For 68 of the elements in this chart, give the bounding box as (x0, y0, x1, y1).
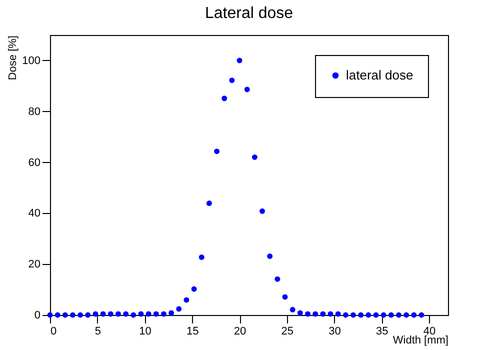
y-tick-label: 40 (28, 208, 40, 220)
y-tick-label: 100 (22, 54, 40, 67)
x-tick-label: 15 (186, 326, 199, 338)
y-tick-label: 60 (28, 156, 40, 169)
point (229, 78, 235, 84)
point (85, 312, 91, 318)
point (206, 200, 212, 206)
x-tick-label: 25 (281, 326, 294, 338)
point (358, 312, 364, 318)
point (290, 306, 296, 312)
point (260, 208, 266, 214)
point (214, 148, 220, 154)
point (153, 311, 159, 317)
x-tick-label: 20 (234, 326, 246, 338)
point (198, 254, 204, 260)
point (123, 311, 129, 317)
x-tick-label: 10 (139, 326, 152, 338)
legend-label: lateral dose (346, 68, 414, 82)
point (100, 311, 106, 317)
point (366, 312, 372, 318)
point (305, 311, 310, 317)
point (108, 311, 114, 317)
point (335, 311, 341, 317)
point (62, 312, 68, 318)
point (418, 312, 424, 318)
point (146, 311, 152, 317)
y-tick-label: 20 (28, 258, 40, 271)
y-tick-label: 80 (28, 106, 40, 118)
point (236, 58, 242, 64)
point (160, 311, 166, 317)
point (282, 294, 288, 300)
point (267, 253, 273, 259)
point (404, 312, 410, 318)
point (252, 154, 258, 160)
point (342, 312, 348, 318)
point (373, 312, 379, 318)
chart-title: Lateral dose (204, 5, 294, 22)
point (320, 311, 326, 317)
point (312, 311, 318, 317)
point (70, 312, 76, 318)
point (184, 297, 190, 303)
point (244, 86, 250, 92)
point (297, 310, 303, 316)
point (350, 312, 356, 318)
y-tick-label: 0 (34, 310, 40, 322)
point (380, 312, 386, 318)
x-axis-title: Width [mm] (392, 334, 448, 346)
point (191, 286, 197, 292)
point (274, 276, 280, 282)
point (138, 311, 144, 317)
point (168, 310, 174, 316)
point (92, 311, 98, 317)
y-axis-title: Dose [%] (7, 36, 20, 80)
point (388, 312, 394, 318)
point (115, 311, 121, 317)
x-tick-label: 30 (328, 326, 341, 338)
x-tick-label: 35 (376, 326, 388, 338)
point (130, 312, 136, 318)
x-tick-label: 0 (50, 326, 57, 338)
x-tick-label: 5 (94, 326, 101, 338)
point (411, 312, 417, 318)
point (78, 312, 84, 318)
point (54, 312, 60, 318)
point (328, 311, 334, 317)
point (176, 306, 182, 312)
point (47, 312, 53, 318)
point (396, 312, 402, 318)
point (222, 96, 228, 102)
